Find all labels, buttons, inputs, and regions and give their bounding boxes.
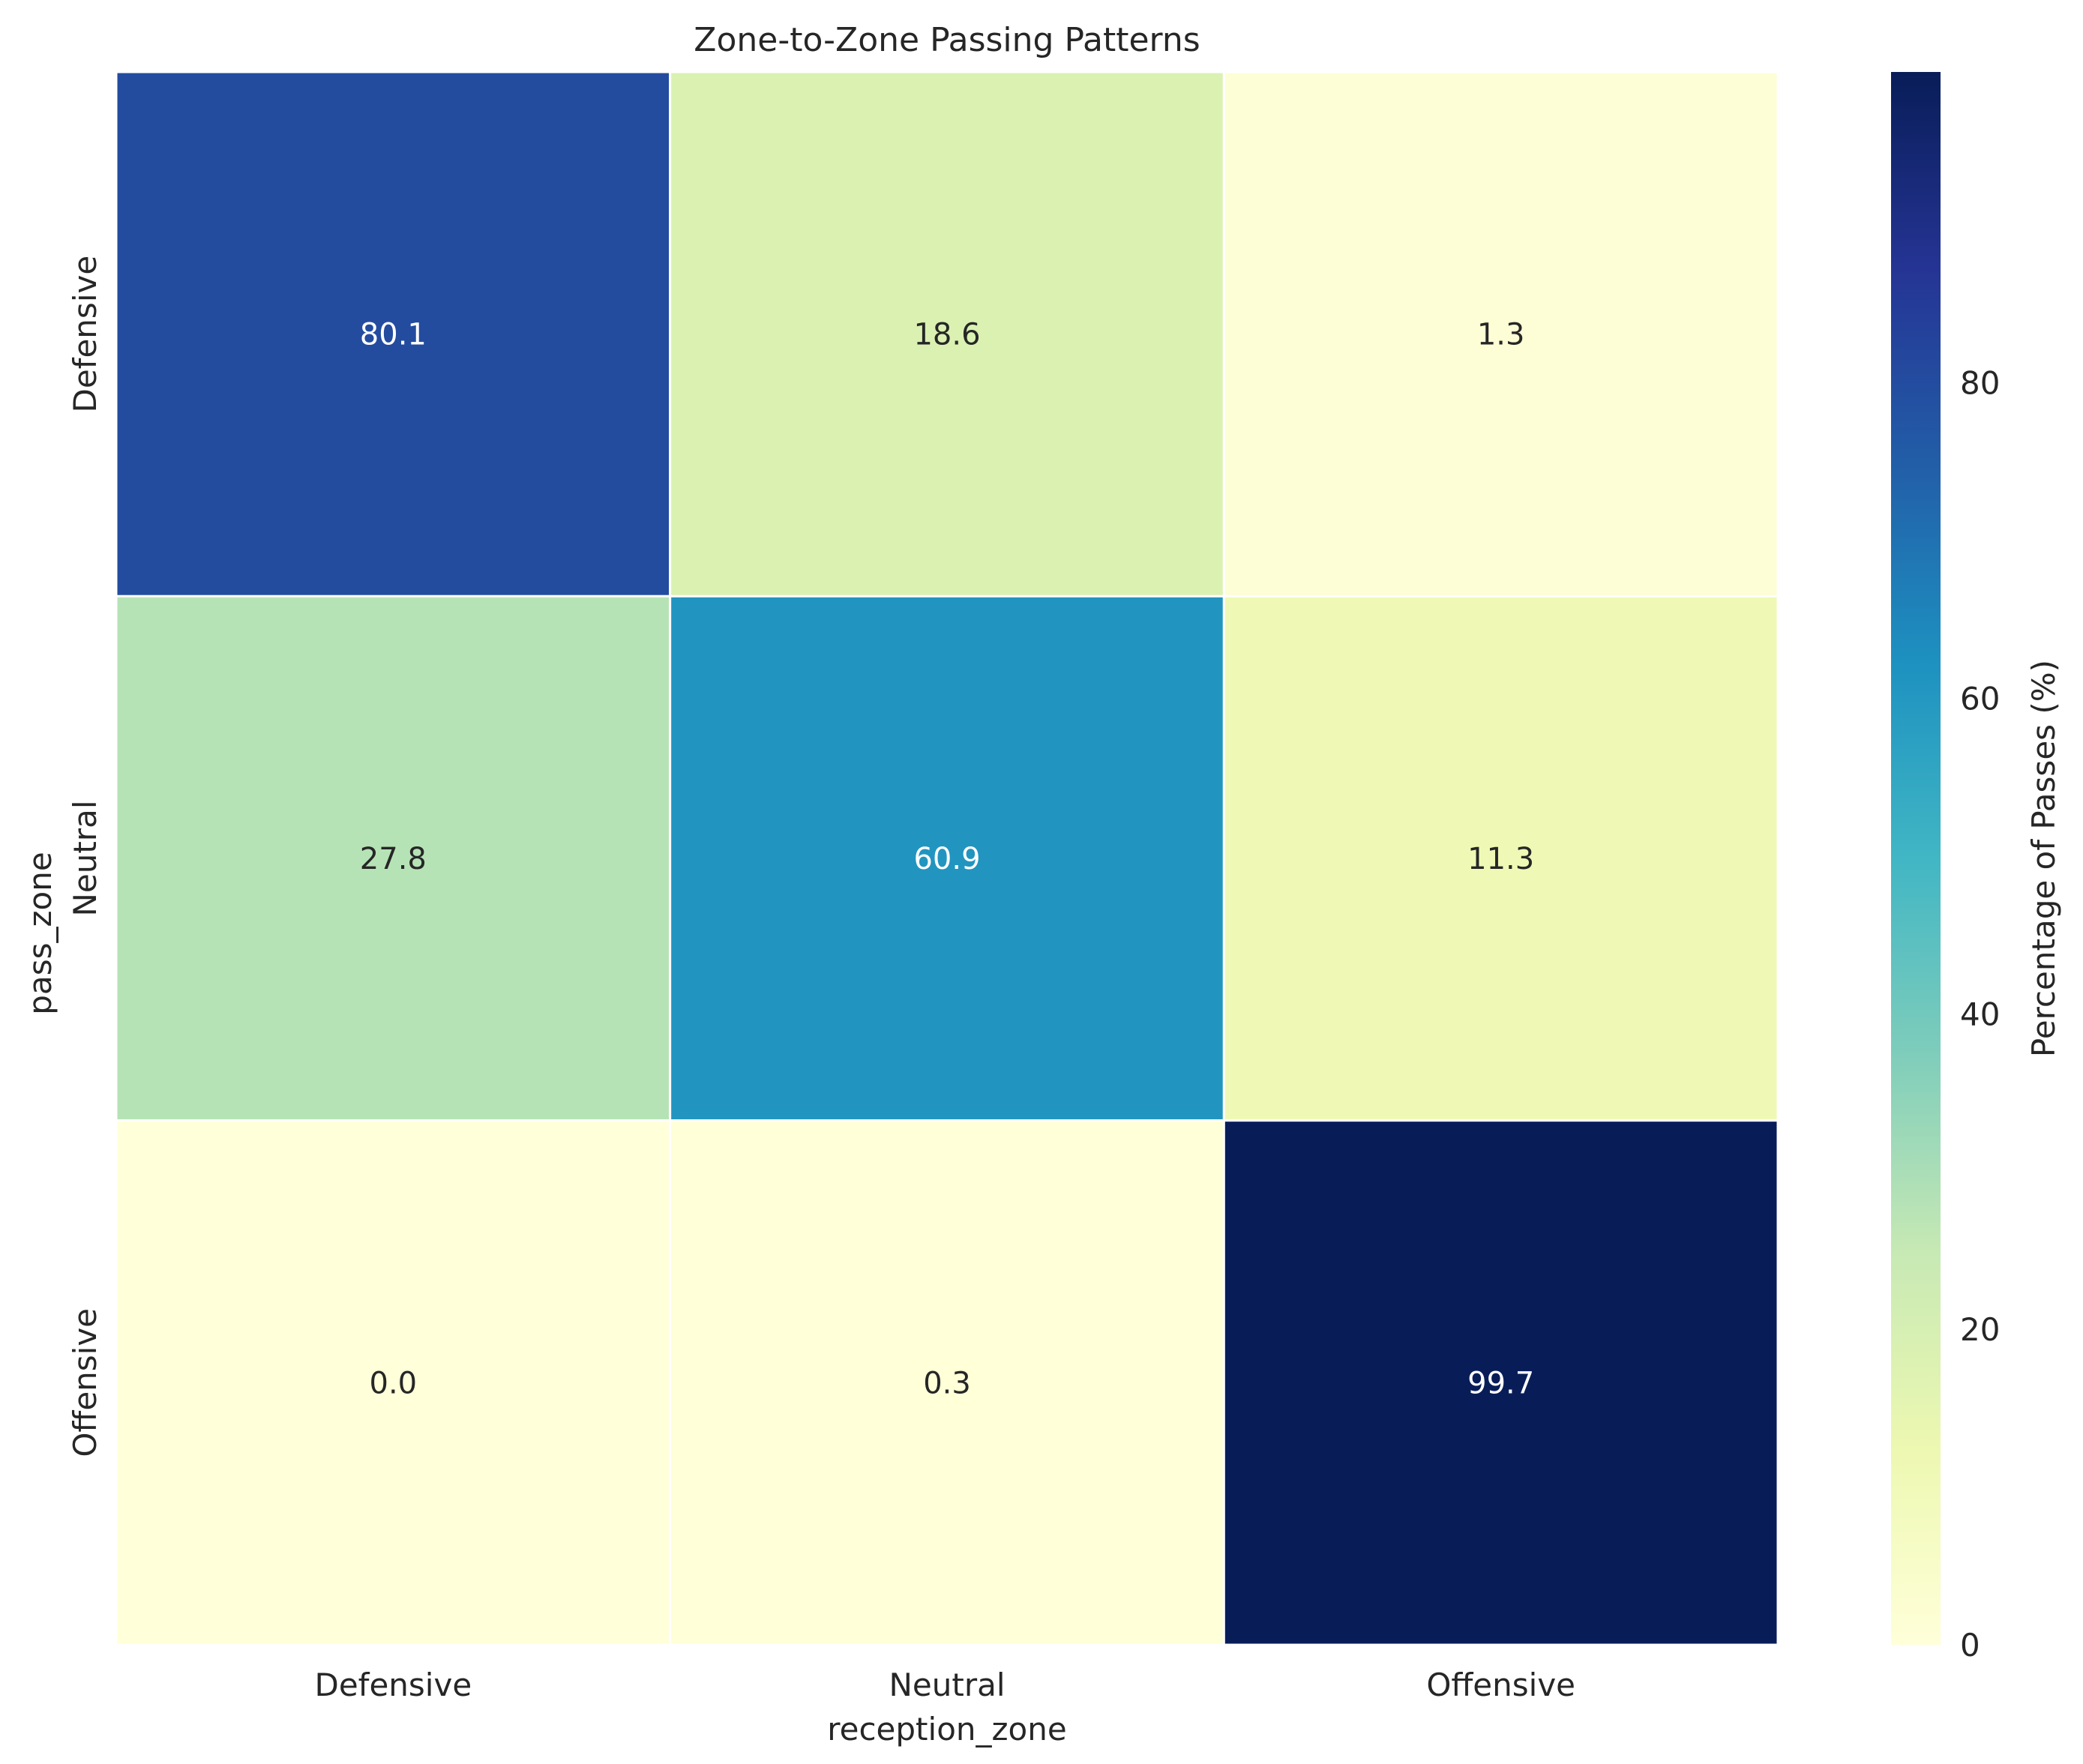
heatmap-cell bbox=[1222, 594, 1779, 1122]
x-tick-label: Neutral bbox=[889, 1667, 1005, 1703]
colorbar-tick-label: 20 bbox=[1960, 1311, 2000, 1348]
y-axis-label: pass_zone bbox=[22, 852, 58, 1014]
cell-value-label: 27.8 bbox=[360, 842, 427, 876]
colorbar-ticks: 0 20 40 60 80 bbox=[1960, 365, 2000, 1664]
chart-title: Zone-to-Zone Passing Patterns bbox=[694, 21, 1200, 59]
heatmap-cell bbox=[1222, 70, 1779, 597]
cell-value-label: 0.0 bbox=[370, 1366, 418, 1400]
cell-value-label: 11.3 bbox=[1467, 842, 1534, 876]
cell-value-label: 99.7 bbox=[1467, 1366, 1534, 1400]
x-tick-labels: Defensive Neutral Offensive bbox=[314, 1667, 1575, 1703]
heatmap-cell bbox=[1222, 1119, 1779, 1646]
y-tick-labels: Defensive Neutral Offensive bbox=[67, 256, 103, 1457]
heatmap-cell bbox=[115, 594, 672, 1122]
heatmap-cell-labels: 80.1 18.6 1.3 27.8 60.9 11.3 0.0 0.3 99.7 bbox=[360, 318, 1534, 1401]
cell-value-label: 80.1 bbox=[360, 318, 427, 352]
heatmap-cells bbox=[115, 70, 1779, 1646]
colorbar-tick-label: 0 bbox=[1960, 1627, 1980, 1664]
x-tick-label: Defensive bbox=[314, 1667, 472, 1703]
x-axis-label: reception_zone bbox=[827, 1711, 1066, 1748]
colorbar-tick-label: 80 bbox=[1960, 365, 2000, 402]
y-tick-label: Defensive bbox=[67, 256, 103, 413]
x-tick-label: Offensive bbox=[1426, 1667, 1575, 1703]
heatmap-cell bbox=[669, 1119, 1225, 1646]
heatmap-cell bbox=[669, 70, 1225, 597]
heatmap-cell bbox=[115, 70, 672, 597]
colorbar-label: Percentage of Passes (%) bbox=[2025, 660, 2062, 1057]
heatmap-cell bbox=[669, 594, 1225, 1122]
colorbar bbox=[1891, 72, 1941, 1645]
colorbar-tick-label: 60 bbox=[1960, 680, 2000, 717]
y-tick-label: Offensive bbox=[67, 1308, 103, 1457]
cell-value-label: 0.3 bbox=[923, 1366, 971, 1400]
cell-value-label: 18.6 bbox=[913, 318, 980, 352]
colorbar-tick-label: 40 bbox=[1960, 996, 2000, 1032]
y-tick-label: Neutral bbox=[67, 800, 103, 916]
heatmap-cell bbox=[115, 1119, 672, 1646]
cell-value-label: 60.9 bbox=[913, 842, 980, 876]
cell-value-label: 1.3 bbox=[1477, 318, 1525, 352]
